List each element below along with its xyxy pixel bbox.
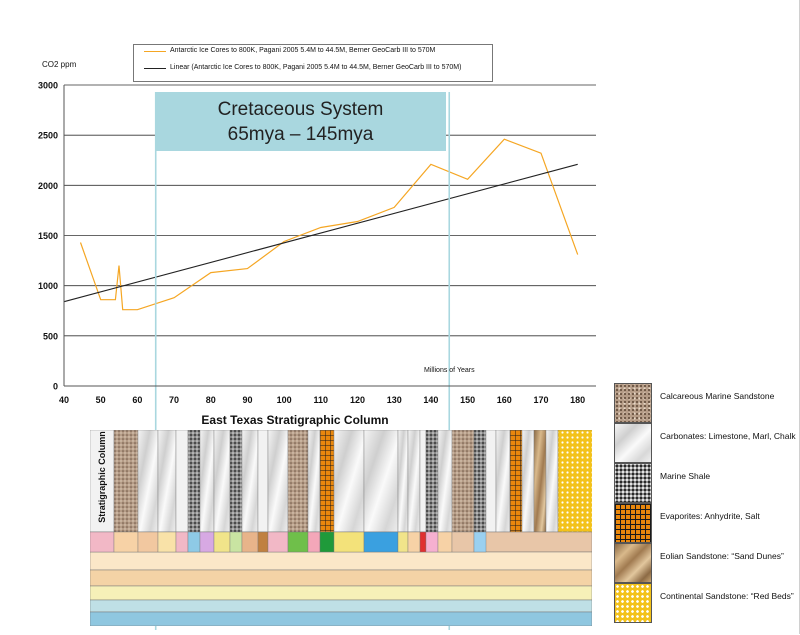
x-tick-70: 70: [169, 395, 179, 405]
carbonates-swatch: [614, 423, 652, 463]
chart-legend: Antarctic Ice Cores to 800K, Pagani 2005…: [133, 44, 493, 82]
x-tick-50: 50: [96, 395, 106, 405]
formation-cell: [473, 531, 487, 553]
x-tick-130: 130: [387, 395, 402, 405]
y-tick-500: 500: [43, 331, 58, 341]
key-label-carbonates: Carbonates: Limestone, Marl, Chalk: [660, 431, 796, 441]
y-tick-3000: 3000: [38, 81, 58, 91]
legend-entry-data: Antarctic Ice Cores to 800K, Pagani 2005…: [134, 45, 492, 62]
lithology-column: [333, 430, 365, 533]
y-tick-labels: 0 500 1000 1500 2000 2500 3000: [38, 81, 58, 392]
lithology-columns: [90, 430, 592, 533]
x-tick-110: 110: [314, 395, 329, 405]
key-label-eolian: Eolian Sandstone: “Sand Dunes”: [660, 551, 784, 561]
calcareous-sandstone-swatch: [614, 383, 652, 423]
key-label-evaporites: Evaporites: Anhydrite, Salt: [660, 511, 760, 521]
x-tick-180: 180: [570, 395, 585, 405]
key-item-calcareous: Calcareous Marine Sandstone: [614, 383, 800, 423]
x-tick-60: 60: [132, 395, 142, 405]
cretaceous-label-box: Cretaceous System 65mya – 145mya: [155, 92, 446, 151]
key-item-carbonates: Carbonates: Limestone, Marl, Chalk: [614, 423, 800, 463]
x-axis-title: Millions of Years: [424, 367, 475, 374]
x-tick-80: 80: [206, 395, 216, 405]
x-tick-labels: 40 50 60 70 80 90 100 110 120 130 140 150 160 170 180: [59, 395, 585, 405]
key-label-shale: Marine Shale: [660, 471, 711, 481]
legend-label-linear: Linear (Antarctic Ice Cores to 800K, Pag…: [170, 64, 462, 71]
key-item-shale: Marine Shale: [614, 463, 800, 503]
lithology-column: [90, 430, 115, 533]
x-tick-90: 90: [242, 395, 252, 405]
series-linear-trend-line: [63, 163, 578, 303]
series-lines: [63, 138, 579, 311]
key-label-continental: Continental Sandstone: “Red Beds”: [660, 591, 794, 601]
legend-swatch-orange: [144, 51, 166, 52]
legend-entry-linear: Linear (Antarctic Ice Cores to 800K, Pag…: [134, 62, 492, 79]
eolian-sandstone-swatch: [614, 543, 652, 583]
legend-label-data: Antarctic Ice Cores to 800K, Pagani 2005…: [170, 47, 436, 54]
lithology-column: [557, 430, 592, 533]
evaporites-swatch: [614, 503, 652, 543]
key-item-evaporites: Evaporites: Anhydrite, Salt: [614, 503, 800, 543]
y-tick-2000: 2000: [38, 181, 58, 191]
stratigraphic-column: [90, 430, 592, 626]
cretaceous-range: 65mya – 145mya: [227, 124, 374, 145]
marine-shale-swatch: [614, 463, 652, 503]
y-axis-title: CO2 ppm: [42, 60, 77, 69]
continental-sandstone-swatch: [614, 583, 652, 623]
x-tick-100: 100: [277, 395, 292, 405]
legend-swatch-black: [144, 68, 166, 69]
strat-column-title: East Texas Stratigraphic Column: [168, 413, 422, 427]
key-item-eolian: Eolian Sandstone: “Sand Dunes”: [614, 543, 800, 583]
x-tick-140: 140: [423, 395, 438, 405]
series-co2-line: [79, 138, 579, 311]
formation-row: [90, 611, 592, 626]
key-item-continental: Continental Sandstone: “Red Beds”: [614, 583, 800, 623]
y-tick-1500: 1500: [38, 231, 58, 241]
x-tick-120: 120: [350, 395, 365, 405]
y-tick-1000: 1000: [38, 281, 58, 291]
lithology-column: [113, 430, 139, 533]
key-label-calcareous: Calcareous Marine Sandstone: [660, 391, 775, 401]
x-tick-160: 160: [497, 395, 512, 405]
x-tick-40: 40: [59, 395, 69, 405]
y-tick-2500: 2500: [38, 131, 58, 141]
formation-bands: [90, 531, 592, 626]
x-tick-170: 170: [533, 395, 548, 405]
x-tick-150: 150: [460, 395, 475, 405]
y-tick-0: 0: [53, 382, 58, 392]
cretaceous-title: Cretaceous System: [217, 99, 384, 120]
